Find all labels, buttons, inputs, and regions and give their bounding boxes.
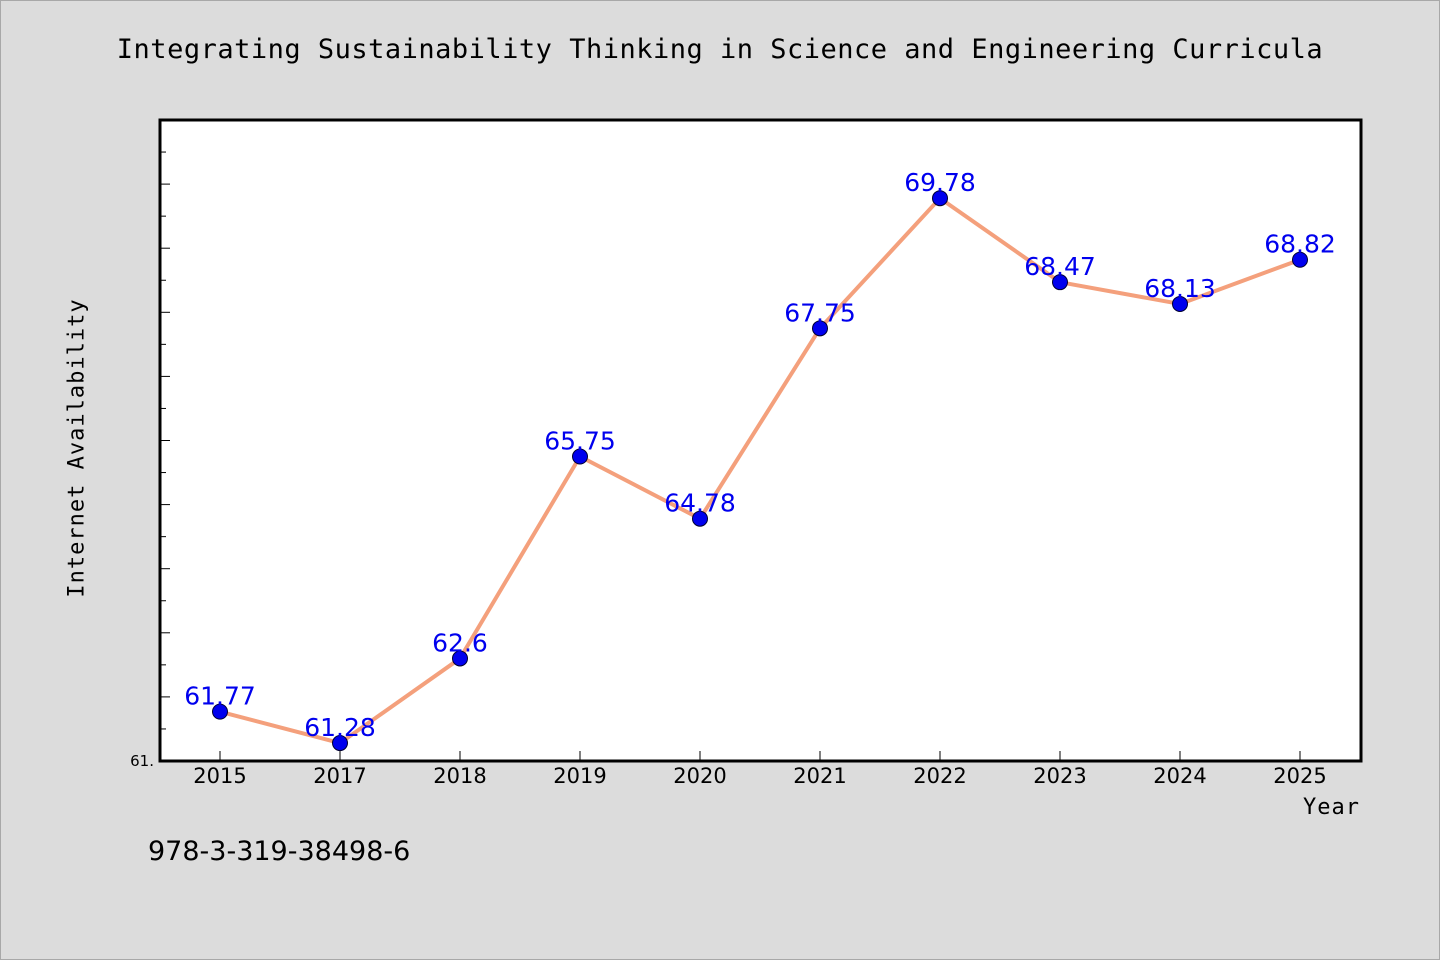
y-axis-ticks — [160, 151, 170, 730]
data-label: 68.82 — [1264, 230, 1336, 259]
data-label: 64.78 — [664, 489, 736, 518]
x-tick-label: 2023 — [1033, 764, 1086, 788]
x-tick-label: 2020 — [673, 764, 726, 788]
x-tick-label: 2021 — [793, 764, 846, 788]
x-tick-label: 2017 — [313, 764, 366, 788]
x-axis-ticks: 2015 2017 2018 2019 2020 2021 2022 2023 2024 2025 — [193, 751, 1327, 788]
x-tick-label: 2024 — [1153, 764, 1206, 788]
footer-isbn: 978-3-319-38498-6 — [148, 836, 411, 867]
data-point — [572, 448, 588, 465]
data-point — [1172, 295, 1188, 312]
plot-area — [158, 118, 1363, 763]
chart-title: Integrating Sustainability Thinking in S… — [116, 34, 1324, 65]
series-group — [219, 196, 1301, 746]
data-label: 62.6 — [432, 628, 488, 657]
data-point — [1292, 251, 1308, 268]
x-tick-label: 2019 — [553, 764, 606, 788]
data-label: 67.75 — [784, 298, 856, 327]
x-tick-label: 2025 — [1273, 764, 1326, 788]
series-line — [219, 196, 1301, 746]
data-point — [332, 735, 348, 752]
data-label: 68.13 — [1144, 274, 1216, 303]
data-label: 68.47 — [1024, 252, 1096, 281]
data-point — [812, 320, 828, 337]
data-label: 69.78 — [904, 168, 976, 197]
y-axis-min-label: 61. — [130, 752, 154, 770]
data-label: 61.28 — [304, 713, 376, 742]
data-label: 65.75 — [544, 427, 616, 456]
data-label: 61.77 — [184, 682, 256, 711]
data-point — [1052, 274, 1068, 291]
data-labels-group: 61.77 61.28 62.6 65.75 64.78 67.75 69.78 68.47 6… — [184, 168, 1336, 742]
x-tick-label: 2018 — [433, 764, 486, 788]
data-point — [932, 190, 948, 207]
data-point — [212, 703, 228, 720]
x-tick-label: 2015 — [193, 764, 246, 788]
x-axis-title: Year — [1303, 795, 1360, 820]
points-group — [212, 190, 1308, 752]
data-point — [452, 650, 468, 667]
data-point — [692, 510, 708, 527]
x-tick-label: 2022 — [913, 764, 966, 788]
